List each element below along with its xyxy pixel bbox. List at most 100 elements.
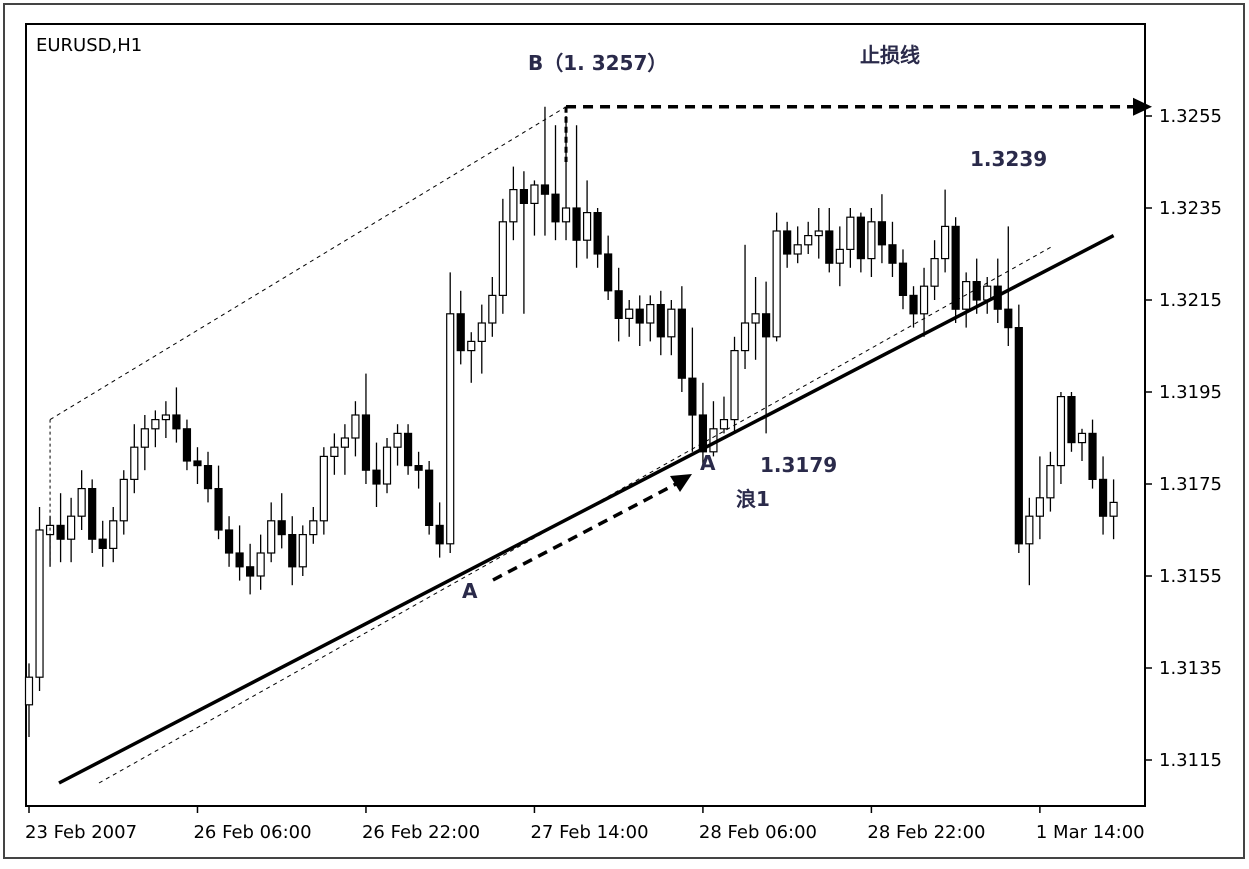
candle-body — [340, 437, 349, 448]
candle-body — [519, 189, 529, 205]
overlays-group — [49, 97, 1152, 785]
candle-body — [182, 428, 192, 462]
chart-outer-frame — [3, 3, 1245, 859]
candle — [246, 543, 255, 595]
candle-body — [604, 253, 613, 292]
candle — [88, 479, 97, 553]
candle-body — [267, 520, 276, 554]
channel-lower-dotted — [98, 245, 1054, 784]
candle — [635, 295, 644, 346]
y-tick-label: 1.3155 — [1159, 566, 1222, 587]
candle-body — [456, 313, 465, 352]
y-tick-label: 1.3175 — [1159, 474, 1222, 495]
candle — [951, 217, 960, 323]
x-tick-label: 23 Feb 2007 — [25, 822, 137, 843]
candle-body — [962, 281, 971, 310]
x-tick-label: 26 Feb 06:00 — [193, 822, 311, 843]
candle-body — [804, 235, 813, 246]
candle-body — [698, 414, 708, 453]
candle — [509, 166, 518, 241]
candle-body — [361, 414, 371, 471]
candle-body — [772, 230, 781, 338]
candle — [77, 470, 86, 530]
candle-body — [467, 340, 476, 352]
candle-body — [498, 221, 507, 297]
candle — [161, 401, 170, 438]
candle — [719, 396, 729, 434]
candle — [698, 382, 708, 466]
move-arrowhead — [670, 474, 692, 492]
candle-body — [761, 313, 771, 338]
candle-body — [551, 193, 560, 223]
candle-body — [572, 207, 581, 241]
candle — [825, 208, 834, 273]
candle-body — [256, 552, 265, 577]
candle — [235, 525, 244, 581]
candle-body — [1056, 396, 1066, 467]
label-wave-1: 浪1 — [736, 487, 770, 511]
candle — [319, 447, 328, 535]
y-tick-label: 1.3235 — [1159, 198, 1222, 219]
candle-body — [951, 225, 960, 310]
candle — [582, 180, 592, 259]
candle-body — [509, 189, 518, 223]
candle-body — [203, 465, 213, 490]
candle — [425, 461, 434, 535]
candle — [35, 507, 44, 691]
candle-body — [98, 538, 107, 550]
candle — [561, 116, 571, 241]
candle — [456, 290, 465, 365]
candle — [804, 221, 813, 254]
candle — [1088, 419, 1097, 489]
candle — [256, 534, 265, 590]
candle — [930, 240, 939, 300]
label-a-upper: A — [700, 451, 716, 475]
candle-body — [667, 308, 676, 338]
candle — [846, 208, 855, 268]
candle-body — [224, 529, 234, 554]
candle-body — [288, 533, 297, 568]
candle-body — [930, 258, 939, 287]
candle — [519, 171, 529, 314]
plot-area-border — [25, 23, 1146, 807]
candle-body — [919, 285, 929, 315]
candle-body — [888, 244, 897, 264]
candle — [962, 272, 971, 328]
y-tick-label: 1.3215 — [1159, 290, 1222, 311]
candle — [1077, 428, 1087, 461]
candle — [56, 493, 65, 563]
candle — [130, 424, 139, 494]
candle — [593, 208, 602, 268]
candle-body — [793, 244, 802, 255]
candle-body — [614, 290, 623, 319]
candle — [393, 424, 402, 466]
candle-body — [1109, 501, 1118, 517]
candle — [151, 410, 160, 448]
candle-body — [814, 230, 823, 237]
candle — [688, 327, 697, 452]
candle — [530, 180, 539, 236]
candle — [214, 465, 223, 540]
candle-body — [477, 322, 486, 342]
candle-body — [1098, 478, 1108, 517]
candle — [267, 502, 276, 563]
candle — [435, 502, 444, 558]
move-arrow-line — [492, 482, 677, 582]
y-tick-label: 1.3255 — [1159, 106, 1222, 127]
annotations-group: B（1. 3257） 止损线 1.3239 1.3179 浪1 A A — [462, 43, 1047, 603]
candle — [109, 507, 118, 563]
candle-body — [688, 377, 697, 416]
candle-body — [319, 455, 328, 522]
candle — [372, 442, 381, 507]
candle-body — [972, 281, 981, 301]
candle-body — [1088, 432, 1097, 480]
candle — [730, 336, 739, 434]
candle — [67, 497, 76, 563]
candle — [203, 451, 213, 503]
candle-body — [635, 308, 644, 324]
candle-body — [435, 524, 444, 545]
candle — [488, 277, 497, 337]
candle — [403, 424, 413, 475]
candle-body — [214, 488, 223, 531]
candle — [656, 290, 665, 356]
